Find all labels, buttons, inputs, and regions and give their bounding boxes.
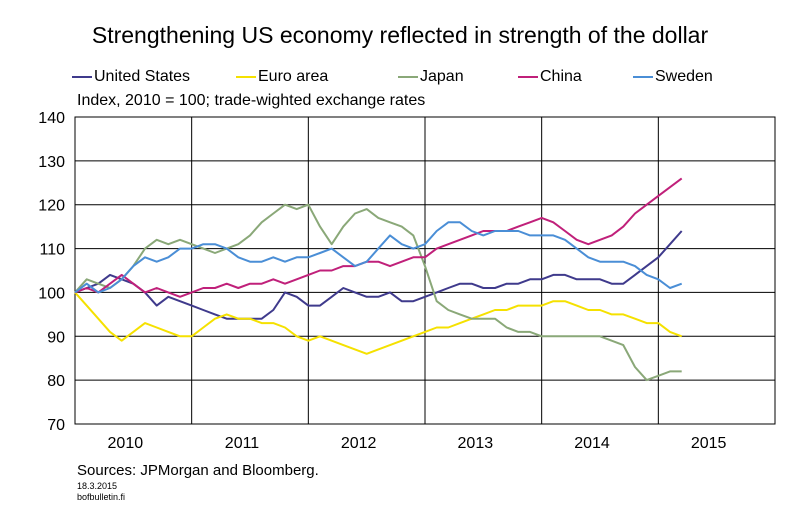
series-line-sweden — [74, 221, 683, 294]
legend-label-sweden: Sweden — [655, 68, 713, 85]
series-line-united-states — [74, 230, 683, 320]
y-tick-label: 70 — [47, 417, 65, 434]
x-tick-label: 2010 — [108, 435, 144, 452]
y-tick-label: 120 — [38, 198, 65, 215]
y-tick-label: 90 — [47, 329, 65, 346]
x-tick-label: 2012 — [341, 435, 377, 452]
y-tick-label: 130 — [38, 154, 65, 171]
chart-legend: United States Euro area Japan China Swed… — [72, 68, 792, 88]
legend-item-japan: Japan — [398, 68, 464, 86]
y-tick-label: 140 — [38, 110, 65, 127]
legend-swatch-sweden — [633, 76, 653, 78]
legend-item-china: China — [518, 68, 582, 86]
plot-frame — [74, 116, 776, 425]
legend-item-united-states: United States — [72, 68, 190, 86]
legend-item-sweden: Sweden — [633, 68, 713, 86]
x-tick-label: 2014 — [574, 435, 610, 452]
x-tick-label: 2011 — [225, 435, 260, 452]
sources-note: Sources: JPMorgan and Bloomberg. — [77, 462, 319, 479]
legend-label-united-states: United States — [94, 68, 191, 85]
legend-label-euro-area: Euro area — [258, 68, 329, 85]
chart-title: Strengthening US economy reflected in st… — [91, 22, 709, 48]
legend-item-euro-area: Euro area — [236, 68, 328, 86]
legend-label-china: China — [540, 68, 582, 85]
legend-swatch-japan — [398, 76, 418, 78]
legend-swatch-united-states — [72, 76, 92, 78]
legend-swatch-euro-area — [236, 76, 256, 78]
publication-date: 18.3.2015 — [77, 481, 118, 491]
series-line-euro-area — [74, 291, 683, 355]
site-url: bofbulletin.fi — [77, 492, 126, 502]
legend-label-japan: Japan — [420, 68, 464, 85]
y-tick-label: 100 — [38, 285, 65, 302]
x-tick-label: 2013 — [458, 435, 494, 452]
y-tick-label: 110 — [39, 242, 65, 259]
chart-subtitle: Index, 2010 = 100; trade-wighted exchang… — [77, 92, 426, 109]
x-tick-label: 2015 — [691, 435, 727, 452]
series-line-japan — [74, 203, 682, 382]
series-line-china — [74, 177, 683, 298]
legend-swatch-china — [518, 76, 538, 78]
y-tick-label: 80 — [47, 373, 65, 390]
